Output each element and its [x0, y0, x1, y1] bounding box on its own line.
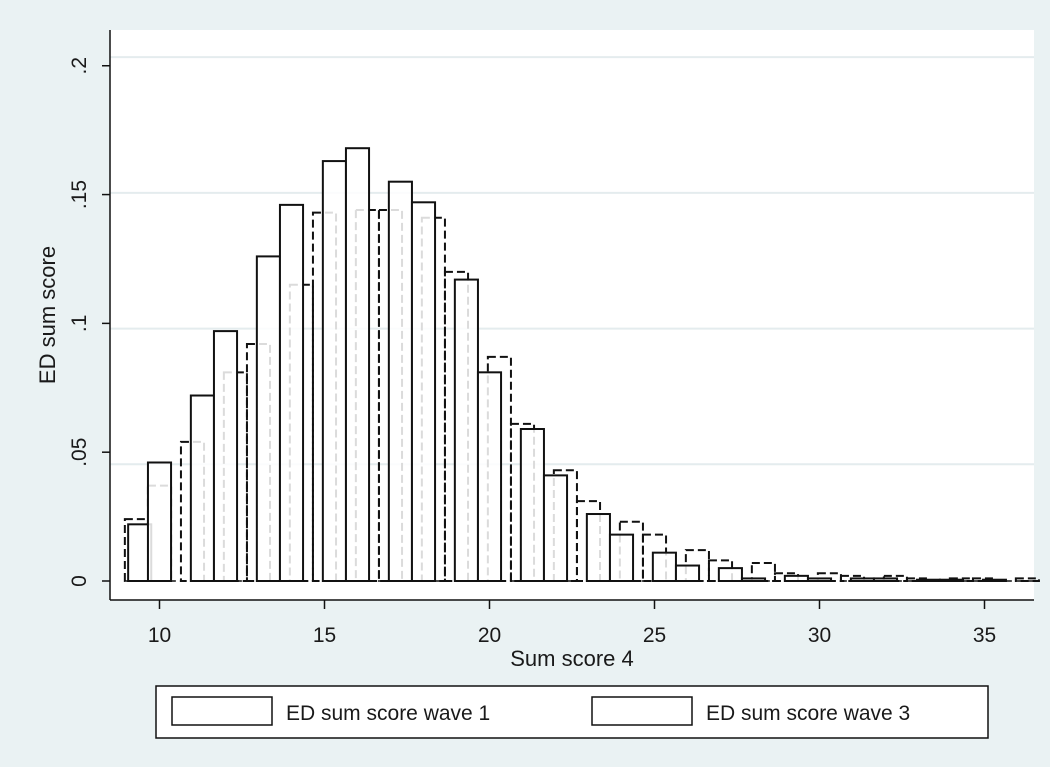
x-axis-title: Sum score 4 [510, 646, 634, 671]
x-tick-label: 25 [643, 624, 666, 647]
bar-wave-1 [387, 180, 413, 582]
bars-wave-1 [127, 147, 1007, 583]
legend-label-wave-1: ED sum score wave 1 [286, 702, 490, 725]
bar-wave-1 [476, 371, 503, 583]
bar-wave-1 [806, 577, 833, 583]
x-tick-label: 10 [148, 624, 171, 647]
y-tick-label: .2 [68, 57, 91, 75]
bar-wave-1 [189, 394, 215, 582]
plot-region [110, 30, 1034, 600]
bar-wave-1 [212, 330, 239, 582]
y-tick-label: .1 [68, 315, 91, 333]
bar-wave-1 [849, 577, 875, 583]
x-tick-label: 30 [808, 624, 831, 647]
bar-wave-1 [255, 255, 281, 582]
legend: ED sum score wave 1 ED sum score wave 3 [155, 685, 989, 739]
x-tick-label: 20 [478, 624, 501, 647]
bar-wave-1 [651, 551, 677, 583]
y-tick-label: 0 [68, 575, 91, 587]
bar-wave-1 [146, 461, 173, 582]
bar-wave-1 [783, 574, 809, 582]
legend-swatch-wave-3 [591, 696, 693, 726]
bar-wave-1 [453, 278, 479, 582]
bar-wave-1 [740, 577, 767, 583]
bar-wave-1 [608, 533, 635, 583]
x-tick-label: 15 [313, 624, 336, 647]
bar-wave-3 [641, 533, 668, 583]
bar-wave-1 [519, 428, 545, 582]
legend-swatch-wave-1 [171, 696, 273, 726]
bar-wave-1 [344, 147, 371, 582]
y-tick-label: .05 [68, 438, 91, 467]
bar-wave-1 [278, 203, 305, 582]
x-tick-label: 35 [973, 624, 996, 647]
y-axis-ticks: 0 .05 .1 .15 .2 [68, 57, 110, 587]
bar-wave-1 [585, 513, 611, 582]
bar-wave-1 [321, 160, 347, 582]
bar-wave-1 [410, 201, 437, 583]
bar-wave-1 [915, 578, 941, 583]
y-tick-label: .15 [68, 180, 91, 209]
legend-box [155, 685, 989, 739]
bar-wave-1 [717, 567, 743, 582]
bar-wave-1 [938, 578, 965, 583]
legend-label-wave-3: ED sum score wave 3 [706, 702, 910, 725]
bar-wave-1 [542, 474, 569, 582]
y-axis-title: ED sum score [35, 246, 60, 384]
bar-wave-1 [981, 578, 1007, 583]
bar-wave-1 [872, 577, 899, 583]
bar-wave-3 [1014, 577, 1040, 583]
bar-wave-1 [674, 564, 701, 582]
x-axis-ticks: 10 15 20 25 30 35 [148, 600, 996, 647]
